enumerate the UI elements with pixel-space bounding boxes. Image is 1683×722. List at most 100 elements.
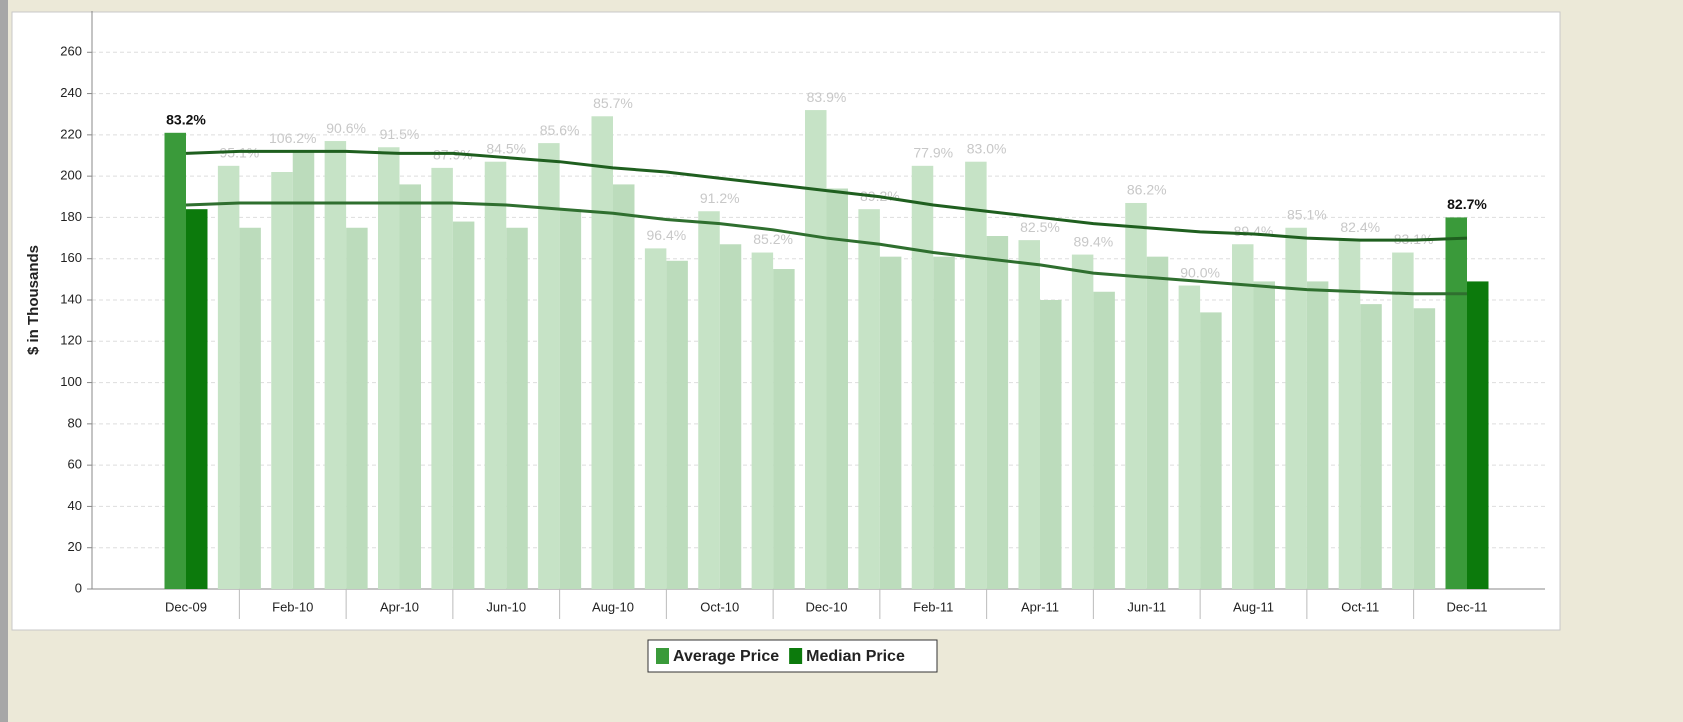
bar: [858, 209, 880, 589]
bar: [1040, 300, 1062, 589]
bar-annotation: 83.0%: [967, 140, 1007, 156]
bar: [1018, 240, 1040, 589]
legend: Average Price Median Price: [647, 639, 938, 673]
bar-annotation: 91.5%: [380, 126, 420, 142]
y-tick-label: 80: [68, 415, 82, 430]
x-tick-label: Feb-11: [913, 599, 953, 614]
bar: [965, 161, 987, 589]
bar: [1093, 291, 1115, 589]
y-tick-label: 180: [60, 209, 82, 224]
bar-annotation: 84.5%: [486, 140, 526, 156]
x-tick-label: Aug-10: [592, 599, 634, 614]
bar-annotation: 83.2%: [166, 111, 206, 127]
y-tick-label: 60: [68, 457, 82, 472]
bar: [1071, 254, 1094, 590]
y-tick-label: 260: [60, 44, 82, 59]
legend-label: Median Price: [806, 648, 905, 665]
y-tick-label: 40: [68, 498, 82, 513]
bar: [217, 165, 240, 590]
bar: [538, 143, 560, 589]
x-tick-label: Jun-11: [1127, 599, 1166, 614]
bar: [399, 184, 421, 589]
bar: [698, 211, 720, 589]
frame-edge: [0, 0, 8, 722]
bar-annotation: 85.7%: [593, 95, 633, 111]
bar: [1200, 312, 1222, 589]
bar-annotation: 83.9%: [807, 89, 847, 105]
y-tick-label: 200: [60, 168, 82, 183]
bar: [1413, 308, 1436, 589]
x-tick-label: Dec-10: [806, 599, 848, 614]
bar: [292, 151, 315, 589]
bar: [324, 141, 347, 590]
bar: [271, 172, 293, 589]
trend-line: [185, 201, 1467, 296]
bar: [559, 209, 582, 589]
bar: [1125, 202, 1147, 589]
bar: [591, 116, 613, 590]
bar: [805, 110, 827, 589]
y-tick-label: 160: [60, 250, 82, 265]
bar: [1467, 281, 1489, 589]
trend-line: [185, 149, 1468, 242]
bar: [346, 227, 368, 589]
y-tick-label: 20: [68, 539, 82, 554]
bar: [1253, 281, 1275, 589]
bar: [452, 221, 475, 590]
bar: [484, 161, 507, 589]
legend-swatch: [656, 648, 669, 664]
bar: [1392, 252, 1414, 589]
y-tick-label: 220: [60, 126, 82, 141]
bar-annotation: 82.7%: [1447, 196, 1487, 212]
x-tick-label: Apr-10: [380, 599, 419, 614]
bar: [1285, 227, 1307, 589]
bar-annotation: 82.4%: [1340, 219, 1380, 235]
bar-annotation: 85.2%: [753, 231, 793, 247]
bar: [644, 248, 667, 589]
y-axis-title: $ in Thousands: [25, 245, 42, 355]
x-tick-label: Aug-11: [1233, 599, 1274, 614]
x-tick-label: Oct-10: [700, 599, 739, 614]
legend-label: Average Price: [673, 648, 779, 665]
y-tick-label: 140: [60, 291, 82, 306]
bar: [506, 227, 528, 589]
bar-annotation: 85.6%: [540, 122, 580, 138]
bar: [239, 227, 261, 589]
x-tick-label: Dec-11: [1447, 599, 1488, 614]
x-tick-label: Oct-11: [1341, 599, 1379, 614]
bar: [1146, 256, 1169, 589]
bar: [911, 165, 934, 590]
bar-annotation: 89.4%: [1074, 233, 1114, 249]
bar: [164, 132, 186, 590]
y-tick-label: 240: [60, 85, 82, 100]
bar: [431, 167, 453, 589]
bar: [719, 244, 742, 589]
bar-annotation: 96.4%: [647, 227, 687, 243]
x-tick-label: Apr-11: [1021, 599, 1059, 614]
x-tick-label: Jun-10: [486, 599, 526, 614]
bar-annotation: 82.5%: [1020, 219, 1060, 235]
bar: [751, 252, 774, 589]
y-tick-label: 100: [60, 374, 82, 389]
y-tick-label: 120: [60, 333, 82, 348]
bar: [773, 269, 795, 589]
bar-annotation: 89.4%: [1234, 223, 1274, 239]
y-tick-label: 0: [75, 580, 82, 595]
bar: [933, 256, 955, 589]
bar: [666, 260, 688, 589]
bar-annotation: 106.2%: [269, 130, 316, 146]
legend-swatch: [789, 648, 803, 664]
bar: [1360, 304, 1382, 589]
x-tick-label: Feb-10: [272, 599, 313, 614]
bar: [613, 184, 635, 589]
bar: [1338, 240, 1361, 589]
bar-annotation: 90.6%: [326, 120, 366, 136]
bar: [186, 209, 208, 589]
x-tick-label: Dec-09: [165, 599, 207, 614]
bar: [1178, 285, 1201, 589]
bar-annotation: 86.2%: [1127, 182, 1167, 198]
bar: [879, 256, 902, 589]
bar: [986, 236, 1009, 589]
